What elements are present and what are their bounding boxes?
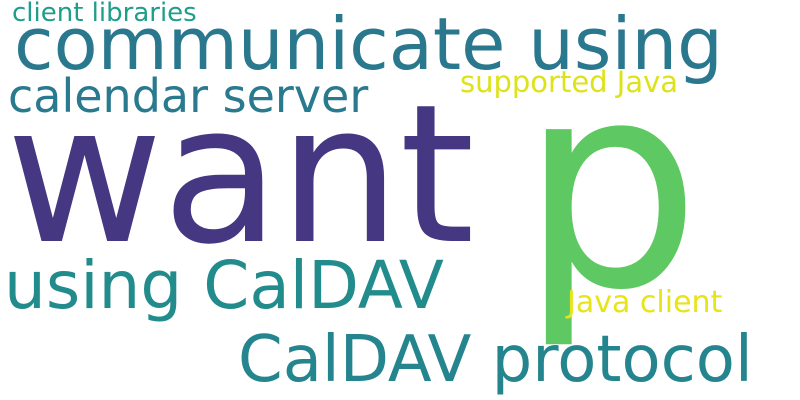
word-calendar-server: calendar server — [8, 69, 369, 123]
word-communicate-using: communicate using — [14, 2, 723, 86]
word-p: p — [520, 21, 701, 353]
word-want: want — [6, 64, 475, 287]
word-supported-java: supported Java — [460, 65, 679, 99]
word-caldav-protocol: CalDAV protocol — [238, 323, 753, 397]
word-client-libraries: client libraries — [12, 0, 197, 28]
word-using-caldav: using CalDAV — [4, 247, 444, 324]
word-java-client: Java client — [567, 285, 723, 320]
